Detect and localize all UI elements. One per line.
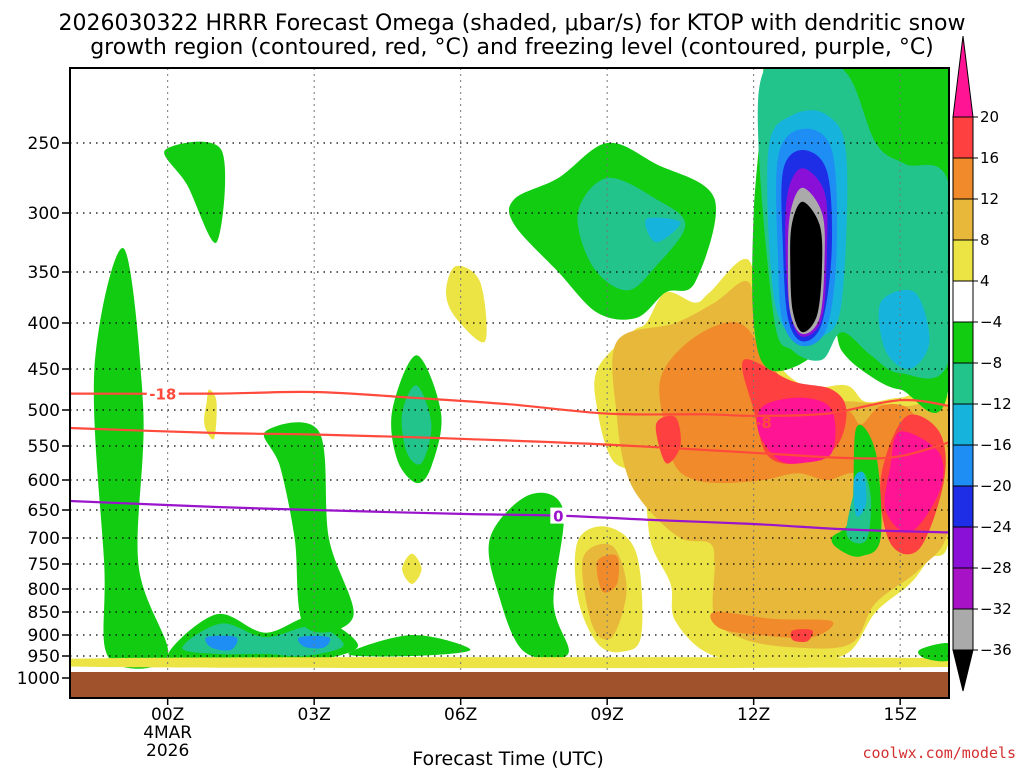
x-tick-label-12Z: 12Z [737, 705, 770, 725]
freezing-level-line [70, 499, 949, 534]
omega-region-43 [918, 643, 949, 662]
omega-region-5 [297, 635, 331, 649]
colorbar-swatch-8 [952, 403, 974, 446]
y-tick-label-550: 550 [28, 437, 60, 457]
colorbar-swatch-13 [952, 608, 974, 651]
source-credit: coolwx.com/models [862, 744, 1016, 762]
dgz-upper-line [70, 390, 949, 417]
y-axis: 250 300 350 400 450 500 550 600 650 700 750 800 850 9… [17, 134, 70, 689]
y-tick-label-1000: 1000 [17, 669, 60, 689]
colorbar-swatch-4 [952, 239, 974, 282]
dgz-lower-line [70, 426, 949, 460]
x-tick-label-09Z: 09Z [591, 705, 624, 725]
colorbar-label-4: 4 [980, 272, 990, 290]
omega-region-28 [204, 389, 217, 440]
colorbar-label-6: −8 [980, 354, 1002, 372]
colorbar-label-7: −12 [980, 395, 1012, 413]
omega-region-1 [164, 141, 226, 243]
y-tick-label-600: 600 [28, 471, 60, 491]
colorbar: 20 16 12 8 4 −4 −8 −12 −16 −20 −24 −28 −32 −36 [952, 35, 1012, 692]
dgz-label: -18 [149, 386, 176, 404]
omega-region-39 [790, 201, 823, 333]
colorbar-label-1: 16 [980, 149, 999, 167]
colorbar-label-3: 8 [980, 231, 990, 249]
x-tick-label-03Z: 03Z [298, 705, 331, 725]
contour-lines: -18 -8 0 [70, 385, 949, 534]
chart-title-line1: 2026030322 HRRR Forecast Omega (shaded, … [59, 11, 966, 36]
colorbar-label-12: −32 [980, 600, 1012, 618]
omega-region-9 [401, 385, 432, 465]
omega-region-7 [348, 634, 471, 657]
x-axis-label: Forecast Time (UTC) [412, 748, 603, 768]
colorbar-swatch-12 [952, 567, 974, 610]
omega-region-13 [645, 217, 681, 243]
ground-surface [70, 672, 949, 698]
colorbar-bottom-arrow [952, 649, 974, 692]
colorbar-label-11: −28 [980, 559, 1012, 577]
colorbar-swatch-3 [952, 198, 974, 241]
y-tick-label-400: 400 [28, 314, 60, 334]
colorbar-top-arrow [952, 35, 974, 118]
y-tick-label-950: 950 [28, 647, 60, 667]
colorbar-swatch-6 [952, 321, 974, 364]
omega-region-19 [596, 554, 620, 593]
colorbar-swatch-11 [952, 526, 974, 569]
omega-region-27 [70, 657, 949, 669]
colorbar-label-0: 20 [980, 108, 999, 126]
colorbar-label-10: −24 [980, 518, 1012, 536]
y-tick-label-250: 250 [28, 134, 60, 154]
y-tick-label-800: 800 [28, 580, 60, 600]
y-tick-label-900: 900 [28, 626, 60, 646]
colorbar-label-2: 12 [980, 190, 999, 208]
y-tick-label-850: 850 [28, 603, 60, 623]
y-tick-label-650: 650 [28, 501, 60, 521]
omega-region-34 [878, 289, 930, 370]
colorbar-swatch-2 [952, 157, 974, 200]
omega-region-29 [446, 265, 487, 343]
freezing-label-background [550, 507, 567, 524]
omega-region-10 [488, 492, 569, 660]
colorbar-swatch-1 [952, 116, 974, 159]
colorbar-swatch-7 [952, 362, 974, 405]
omega-region-24 [790, 629, 814, 643]
x-tick-label-15Z: 15Z [884, 705, 917, 725]
colorbar-swatch-9 [952, 444, 974, 487]
plot-frame [69, 67, 950, 699]
chart-title-line2: growth region (contoured, red, °C) and f… [90, 35, 934, 60]
omega-region-0 [93, 247, 169, 669]
omega-region-12 [577, 177, 686, 291]
dgz-label-background [146, 385, 179, 402]
colorbar-swatch-10 [952, 485, 974, 528]
colorbar-label-5: −4 [980, 313, 1002, 331]
omega-region-4 [205, 635, 238, 651]
y-tick-label-500: 500 [28, 401, 60, 421]
y-tick-label-450: 450 [28, 360, 60, 380]
colorbar-label-9: −20 [980, 477, 1012, 495]
colorbar-label-13: −36 [980, 641, 1012, 659]
freezing-label: 0 [553, 508, 563, 526]
y-tick-label-350: 350 [28, 263, 60, 283]
x-tick-sublabel-year: 2026 [146, 741, 189, 761]
x-tick-label-00Z: 00Z [151, 705, 184, 725]
omega-region-22 [655, 415, 681, 464]
x-tick-sublabel-month: 4MAR [143, 723, 192, 743]
colorbar-label-8: −16 [980, 436, 1012, 454]
y-tick-label-700: 700 [28, 529, 60, 549]
colorbar-swatch-5 [952, 280, 974, 323]
omega-region-42 [853, 471, 867, 517]
dgz-label-2: -8 [755, 414, 772, 432]
y-tick-label-300: 300 [28, 204, 60, 224]
omega-region-6 [263, 422, 354, 633]
x-tick-label-06Z: 06Z [444, 705, 477, 725]
omega-region-30 [402, 553, 422, 584]
y-tick-label-750: 750 [28, 555, 60, 575]
